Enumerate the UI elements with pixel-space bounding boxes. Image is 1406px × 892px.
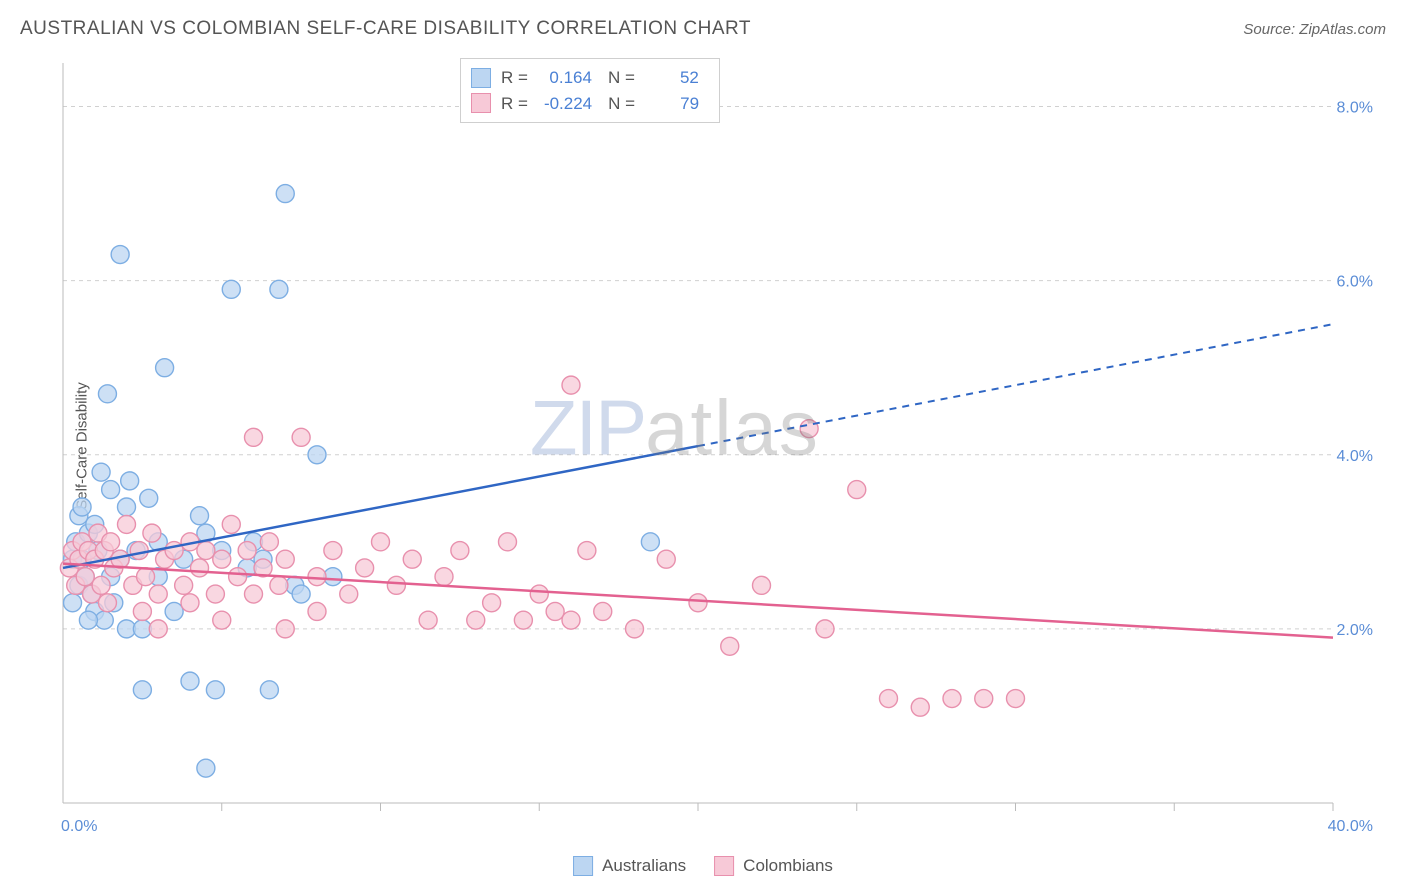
n-label: N = <box>608 65 635 91</box>
chart-header: AUSTRALIAN VS COLOMBIAN SELF-CARE DISABI… <box>20 18 1386 40</box>
legend-swatch <box>573 856 593 876</box>
n-value: 52 <box>645 65 705 91</box>
legend-swatch <box>714 856 734 876</box>
stats-legend-row: R = -0.224 N = 79 <box>471 91 705 117</box>
r-value: 0.164 <box>538 65 598 91</box>
legend-swatch <box>471 68 491 88</box>
series-legend-item: Colombians <box>714 856 833 876</box>
plot-area: 2.0% 4.0% 6.0% 8.0% 0.0% 40.0% <box>55 55 1375 835</box>
svg-text:40.0%: 40.0% <box>1328 818 1373 835</box>
scatter-chart: 2.0% 4.0% 6.0% 8.0% 0.0% 40.0% <box>55 55 1375 835</box>
source-attribution: Source: ZipAtlas.com <box>1243 21 1386 38</box>
svg-text:4.0%: 4.0% <box>1337 448 1373 465</box>
stats-legend-row: R = 0.164 N = 52 <box>471 65 705 91</box>
svg-text:8.0%: 8.0% <box>1337 100 1373 117</box>
r-value: -0.224 <box>538 91 598 117</box>
r-label: R = <box>501 91 528 117</box>
series-legend-item: Australians <box>573 856 686 876</box>
chart-title: AUSTRALIAN VS COLOMBIAN SELF-CARE DISABI… <box>20 18 751 40</box>
series-legend: Australians Colombians <box>573 856 833 876</box>
r-label: R = <box>501 65 528 91</box>
source-name: ZipAtlas.com <box>1299 21 1386 38</box>
svg-text:2.0%: 2.0% <box>1337 622 1373 639</box>
svg-text:6.0%: 6.0% <box>1337 274 1373 291</box>
legend-swatch <box>471 93 491 113</box>
n-value: 79 <box>645 91 705 117</box>
n-label: N = <box>608 91 635 117</box>
series-legend-label: Australians <box>602 856 686 876</box>
svg-text:0.0%: 0.0% <box>61 818 97 835</box>
source-prefix: Source: <box>1243 21 1299 38</box>
stats-legend: R = 0.164 N = 52 R = -0.224 N = 79 <box>460 58 720 123</box>
series-legend-label: Colombians <box>743 856 833 876</box>
